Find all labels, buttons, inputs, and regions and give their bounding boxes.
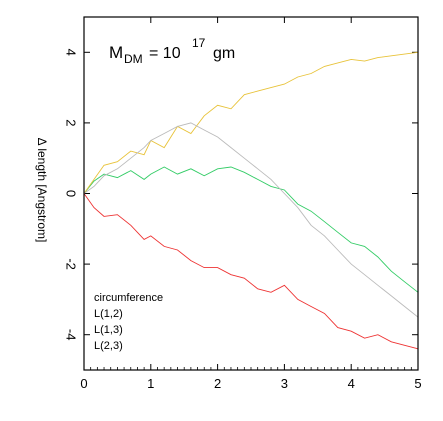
- y-tick-label: -4: [64, 329, 79, 341]
- legend-title: circumference: [94, 292, 163, 304]
- y-tick-label: 4: [64, 49, 79, 56]
- annotation-subscript: DM: [124, 52, 143, 66]
- annotation: M DM = 10 17 gm: [109, 36, 235, 66]
- x-tick-label: 1: [147, 376, 154, 391]
- y-axis-label: Δ length [Angstrom]: [35, 138, 49, 243]
- x-tick-label: 4: [348, 376, 355, 391]
- plot-frame: [83, 16, 419, 371]
- y-tick-label: -2: [64, 258, 79, 270]
- x-tick-label: 5: [414, 376, 421, 391]
- annotation-exponent: 17: [192, 36, 206, 50]
- series-line-1: [83, 166, 419, 293]
- series-line-0: [83, 193, 419, 350]
- axes: 0 1 2 3 4 5 -4 -2 0 2 4: [64, 17, 422, 391]
- series-layer: [83, 51, 419, 350]
- x-tick-label: 2: [214, 376, 221, 391]
- annotation-unit: gm: [213, 45, 235, 62]
- x-tick-label: 3: [281, 376, 288, 391]
- series-line-2: [83, 51, 419, 194]
- series-line-3: [83, 122, 419, 318]
- legend-entry-l13: L(1,3): [94, 324, 123, 336]
- annotation-equals: = 10: [149, 45, 181, 62]
- y-tick-label: 2: [64, 119, 79, 126]
- legend-entry-l23: L(2,3): [94, 340, 123, 352]
- legend: circumference L(1,2) L(1,3) L(2,3): [94, 292, 163, 352]
- legend-entry-l12: L(1,2): [94, 308, 123, 320]
- x-tick-label: 0: [80, 376, 87, 391]
- annotation-main: M: [109, 43, 123, 62]
- y-tick-label: 0: [64, 190, 79, 197]
